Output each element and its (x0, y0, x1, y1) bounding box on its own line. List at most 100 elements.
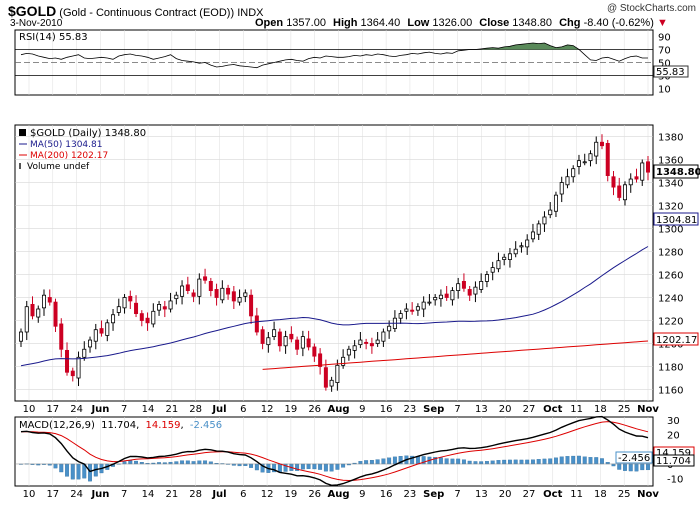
watermark: @ StockCharts.com (606, 3, 696, 14)
x-tick-label: 27 (523, 489, 536, 500)
x-tick-label: 17 (46, 404, 59, 415)
x-tick-label: Nov (637, 404, 659, 415)
macd-histogram-bar (122, 461, 127, 465)
macd-histogram-bar (174, 461, 179, 465)
macd-histogram-bar (65, 463, 69, 477)
x-tick-label: 12 (261, 404, 274, 415)
x-tick-label: 23 (404, 489, 417, 500)
x-tick-label: 13 (475, 489, 488, 500)
x-tick-label: 7 (454, 489, 460, 500)
ma50-line (20, 246, 649, 367)
macd-histogram-bar (318, 463, 323, 470)
candle-body (122, 297, 127, 309)
macd-histogram-bar (364, 460, 369, 465)
x-tick-label: 23 (404, 404, 417, 415)
ma50-legend: MA(50) 1304.81 (30, 140, 102, 150)
candle-body (277, 331, 282, 347)
chart-date: 3-Nov-2010 (10, 18, 63, 29)
candle-body (565, 176, 570, 186)
x-tick-label: 21 (165, 489, 178, 500)
candle-body (283, 336, 288, 347)
candle-body (364, 341, 369, 344)
candle-body (157, 303, 162, 311)
price-y-tick: 1160 (658, 386, 683, 397)
candle-body (622, 184, 627, 201)
candle-body (588, 153, 593, 162)
low-value: 1326.00 (432, 17, 473, 29)
macd-histogram-bar (640, 463, 645, 471)
candle-body (180, 285, 185, 297)
x-tick-label: 10 (23, 489, 36, 500)
x-tick-label: 20 (499, 404, 512, 415)
macd-histogram-bar (341, 463, 346, 468)
symbol-title: $GOLD (8, 3, 57, 19)
macd-histogram-bar (180, 460, 185, 465)
candle-body (59, 323, 64, 350)
macd-histogram-bar (473, 461, 478, 465)
candle-body (646, 161, 651, 173)
candle-body (525, 239, 530, 248)
candle-body (323, 367, 328, 388)
x-tick-label: 24 (70, 489, 83, 500)
candle-body (76, 356, 81, 379)
macd-histogram-bar (623, 463, 627, 471)
x-tick-label: 9 (359, 404, 365, 415)
axis-labels: 1380136013401320130012801260124012201200… (23, 33, 684, 501)
candle-body (162, 306, 167, 310)
macd-histogram-bar (559, 456, 564, 465)
macd-histogram-bar (634, 463, 639, 472)
ma50-value-label: 1304.81 (656, 215, 697, 226)
macd-histogram-bar (191, 461, 196, 465)
candle-body (605, 142, 610, 176)
x-tick-label: 9 (359, 489, 365, 500)
macd-histogram-bar (496, 460, 501, 465)
candle-body (542, 216, 547, 225)
candle-body (530, 231, 535, 240)
macd-legend-signal: 14.159 (146, 420, 181, 431)
exchange-label: INDX (237, 7, 264, 19)
candle-body (519, 245, 524, 248)
candle-body (594, 141, 599, 157)
x-tick-label: Nov (637, 489, 659, 500)
macd-plot (15, 415, 653, 487)
x-tick-label: 6 (240, 489, 246, 500)
ma200-value-tag: 1202.17 (653, 332, 699, 346)
candle-body (398, 313, 403, 319)
candle-body (461, 280, 466, 289)
candle-body (387, 325, 392, 332)
ma200-line (262, 340, 649, 370)
volume-legend-swatch (19, 163, 21, 169)
x-tick-label: Sep (423, 404, 444, 415)
candle-body (571, 168, 576, 178)
x-tick-label: 11 (570, 404, 583, 415)
macd-histogram-bar (513, 459, 518, 465)
macd-histogram-bar (249, 463, 254, 468)
macd-histogram-bar (369, 459, 374, 465)
candle-body (536, 223, 541, 235)
rsi-legend: RSI(14) 55.83 (19, 32, 88, 43)
macd-histogram-bar (392, 456, 397, 465)
macd-histogram-bar (577, 455, 581, 465)
candle-body (208, 280, 213, 291)
macd-legend-sep2: , (181, 420, 184, 431)
x-tick-label: Jun (90, 404, 109, 415)
price-legend-swatch (19, 129, 26, 136)
macd-y-tick: 30 (667, 416, 680, 427)
macd-histogram-bar (444, 458, 449, 465)
x-tick-label: 26 (308, 404, 321, 415)
macd-histogram-bar (507, 459, 512, 465)
macd-legend-sep1: , (136, 420, 139, 431)
candle-body (427, 301, 432, 304)
candle-body (306, 338, 311, 348)
x-tick-label: 14 (142, 489, 155, 500)
candle-body (243, 292, 248, 297)
macd-histogram-bar (450, 458, 455, 465)
candle-body (410, 309, 415, 312)
open-value: 1357.00 (286, 17, 326, 29)
macd-histogram-bar (588, 457, 593, 465)
candle-body (329, 379, 334, 387)
macd-histogram-bar (208, 461, 213, 465)
candle-body (346, 348, 351, 356)
candle-body (111, 314, 116, 324)
macd-histogram-bar (254, 463, 259, 471)
